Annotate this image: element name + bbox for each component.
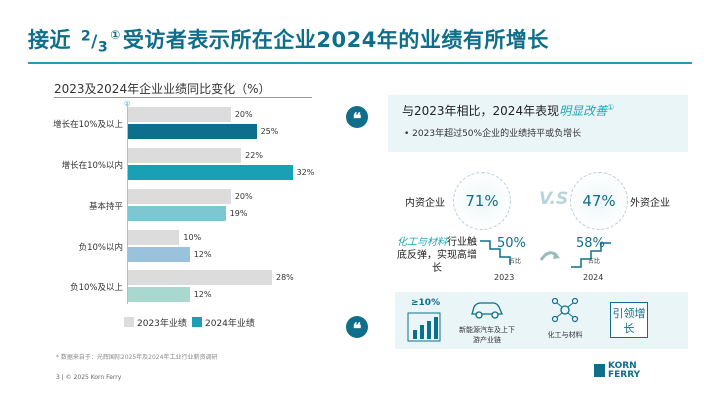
stairs-down-icon <box>480 240 511 265</box>
bar-value-label: 28% <box>276 273 294 282</box>
quote-icon-2: ❝ <box>346 316 368 338</box>
bar-2023 <box>128 189 231 204</box>
bar-2024 <box>128 165 293 180</box>
legend-2024-swatch <box>192 317 202 327</box>
title-divider <box>28 62 692 64</box>
molecule-icon <box>551 297 579 323</box>
chart-title: 2023及2024年企业业绩同比变化（%） <box>54 82 271 96</box>
summary-heading: 与2023年相比，2024年表现明显改善① <box>402 103 615 118</box>
curve-arrow-icon <box>539 251 560 261</box>
pct-2023-sub: 占比 <box>509 258 522 265</box>
pct-2024-sub: 占比 <box>588 258 601 265</box>
chart-axis <box>127 104 128 304</box>
chart-title-rule <box>54 97 312 98</box>
page-title: 接近 2/3①受访者表示所在企业2024年的业绩有所增长 <box>28 28 549 56</box>
domestic-label: 内资企业 <box>405 198 445 209</box>
vs-mark: V.S <box>539 189 569 209</box>
foreign-label: 外资企业 <box>630 198 670 209</box>
growth-threshold: ≥10% <box>411 298 441 308</box>
car-icon <box>471 302 503 319</box>
bar-value-label: 19% <box>229 209 248 218</box>
pct-2023: 50% <box>497 236 526 251</box>
quote-icon: ❝ <box>346 106 368 128</box>
korn-ferry-logo: KORN FERRY <box>608 361 641 380</box>
auto-industry-caption: 新能源汽车及上下游产业链 <box>459 326 515 344</box>
bar-value-label: 10% <box>183 233 202 242</box>
bar-value-label: 12% <box>193 250 212 259</box>
bar-value-label: 22% <box>245 151 263 160</box>
leading-growth-box: 引领增长 <box>610 302 648 338</box>
category-label: 基本持平 <box>88 202 123 212</box>
legend-2023-swatch <box>124 317 134 327</box>
legend-2023-label: 2023年业绩 <box>137 319 187 329</box>
legend-2024-label: 2024年业绩 <box>205 319 255 329</box>
chem-growth-text: 化工与材料行业触底反弹，实现高增长 <box>397 237 477 274</box>
footnote: * 数据来自于：光辉国际2025年及2024年工业行业薪资调研 <box>56 354 218 361</box>
stairs-up-icon <box>571 242 611 268</box>
bar-2024 <box>128 247 190 262</box>
bar-2024 <box>128 287 190 302</box>
bar-value-label: 20% <box>234 192 253 201</box>
summary-panel <box>388 95 688 152</box>
bar-2023 <box>128 107 231 122</box>
chem-caption: 化工与材料 <box>547 331 583 339</box>
summary-bullet: • 2023年超过50%企业的业绩持平或负增长 <box>404 129 582 139</box>
bar-2023 <box>128 148 242 163</box>
year-2024: 2024 <box>583 273 604 282</box>
domestic-pct-circle: 71% <box>453 172 511 230</box>
category-label: 增长在10%及以上 <box>53 120 123 130</box>
pct-2024: 58% <box>576 236 605 251</box>
bar-chart-icon <box>407 312 441 342</box>
bar-value-label: 12% <box>193 290 212 299</box>
foreign-pct-circle: 47% <box>570 172 628 230</box>
year-2023: 2023 <box>494 273 515 282</box>
footer-copyright: 3 | © 2025 Korn Ferry <box>56 374 122 381</box>
category-label: 负10%及以上 <box>70 283 123 293</box>
bar-value-label: 20% <box>234 110 253 119</box>
bar-2023 <box>128 230 180 245</box>
bar-value-label: 32% <box>296 168 315 177</box>
bar-2024 <box>128 206 226 221</box>
korn-ferry-mark <box>594 364 605 377</box>
bar-2024 <box>128 124 257 139</box>
bar-value-label: 25% <box>260 127 279 136</box>
bar-2023 <box>128 270 272 285</box>
category-label: 增长在10%以内 <box>61 161 123 171</box>
category-label: 负10%以内 <box>78 243 123 253</box>
